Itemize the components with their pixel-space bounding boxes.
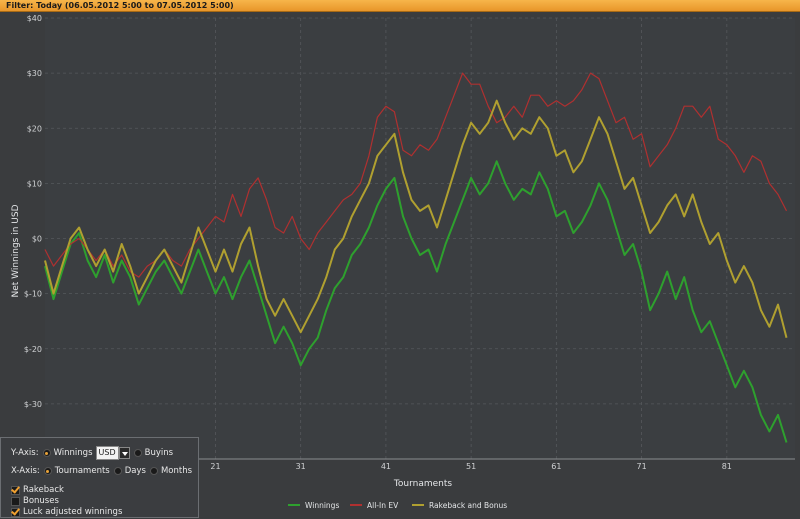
x-months-radio[interactable] — [149, 467, 158, 475]
filter-bar: Filter: Today (06.05.2012 5:00 to 07.05.… — [0, 0, 800, 12]
winnings-chart: $40 $30 $20 $10 $0 $-10 $-20 $-30 21 31 41 51 61 71 8… — [11, 14, 795, 510]
legend: Winnings All-In EV Rakeback and Bonus — [288, 501, 507, 510]
currency-select[interactable]: USD — [95, 446, 119, 460]
chevron-down-icon[interactable] — [118, 447, 130, 459]
legend-label: Rakeback and Bonus — [429, 501, 507, 510]
y-winnings-radio[interactable] — [42, 449, 51, 457]
luck-adjusted-label: Luck adjusted winnings — [23, 507, 123, 517]
y-tick-label: $20 — [27, 124, 42, 133]
y-axis-label: Net Winnings in USD — [11, 204, 21, 297]
legend-label: Winnings — [305, 501, 339, 510]
series-line-3 — [44, 99, 788, 338]
y-buyins-radio[interactable] — [133, 449, 142, 457]
x-tick-label: 21 — [210, 462, 220, 471]
y-tick-label: $-30 — [24, 400, 42, 409]
y-tick-label: $-10 — [24, 290, 42, 299]
chart-options-panel: Y-Axis: Winnings USD Buyins X-Axis: Tour… — [0, 437, 199, 518]
x-days-radio[interactable] — [113, 467, 122, 475]
x-tournaments-label: Tournaments — [54, 466, 110, 476]
legend-label: All-In EV — [367, 501, 399, 510]
x-tick-label: 31 — [296, 462, 306, 471]
x-tick-label: 61 — [551, 462, 561, 471]
y-buyins-label: Buyins — [144, 448, 174, 458]
x-axis-row: X-Axis: Tournaments Days Months — [11, 464, 192, 478]
bonuses-label: Bonuses — [23, 496, 59, 506]
x-tick-label: 51 — [466, 462, 476, 471]
y-axis-label-text: Y-Axis: — [11, 448, 39, 458]
x-tick-label: 81 — [722, 462, 732, 471]
x-months-label: Months — [160, 466, 193, 476]
series-line-2 — [44, 72, 788, 278]
rakeback-label: Rakeback — [23, 485, 64, 495]
x-days-label: Days — [124, 466, 146, 476]
x-tournaments-radio[interactable] — [43, 467, 52, 475]
x-axis-label-text: X-Axis: — [11, 466, 40, 476]
y-tick-label: $-20 — [24, 345, 42, 354]
y-tick-label: $40 — [27, 14, 42, 23]
y-tick-label: $30 — [27, 69, 42, 78]
x-tick-label: 71 — [636, 462, 646, 471]
x-axis-label: Tournaments — [393, 479, 452, 489]
y-tick-label: $0 — [32, 235, 42, 244]
filter-text: Filter: Today (06.05.2012 5:00 to 07.05.… — [6, 1, 234, 10]
series-lines — [44, 72, 788, 443]
x-ticks: 21 31 41 51 61 71 81 — [210, 462, 732, 471]
y-ticks: $40 $30 $20 $10 $0 $-10 $-20 $-30 — [24, 14, 42, 409]
y-axis-row: Y-Axis: Winnings USD Buyins — [11, 446, 173, 460]
luck-adjusted-checkbox[interactable] — [11, 507, 20, 517]
luck-row: Luck adjusted winnings — [11, 505, 122, 519]
series-line-1 — [44, 160, 788, 443]
rakeback-row: Rakeback — [11, 483, 64, 497]
grid — [45, 17, 795, 460]
y-winnings-label: Winnings — [53, 448, 93, 458]
y-tick-label: $10 — [27, 179, 42, 188]
x-tick-label: 41 — [381, 462, 391, 471]
rakeback-checkbox[interactable] — [11, 485, 20, 495]
